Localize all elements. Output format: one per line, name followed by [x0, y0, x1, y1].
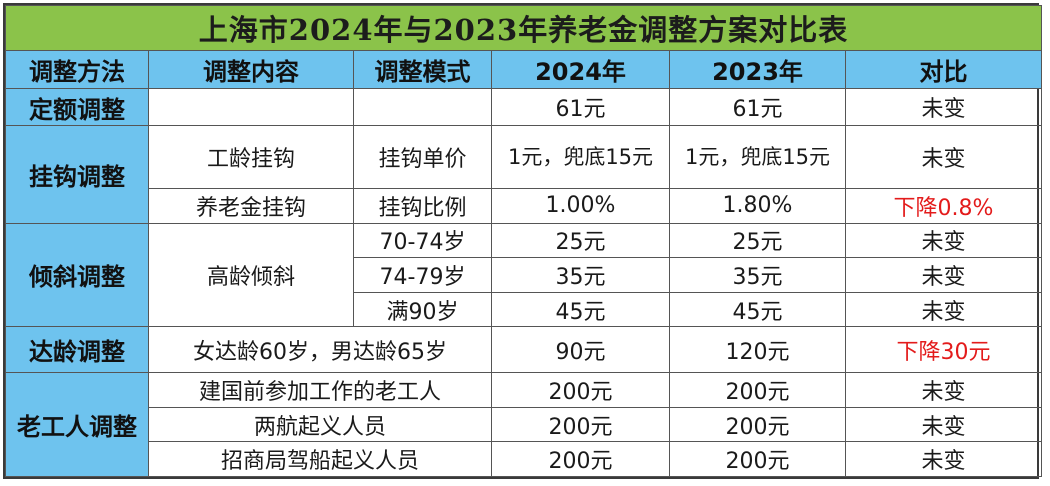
- value-2023: 1元，兜底15元: [669, 125, 846, 190]
- header-2024: 2024年: [491, 50, 670, 89]
- value-2024: 200元: [491, 441, 670, 477]
- table-row: 定额调整 61元 61元 未变: [5, 87, 1042, 127]
- group-label-veteran: 老工人调整: [5, 372, 149, 477]
- content-cell: 高龄倾斜: [148, 222, 354, 328]
- table-row: 挂钩调整 工龄挂钩 挂钩单价 1元，兜底15元 1元，兜底15元 未变: [5, 125, 1042, 224]
- compare-value: 未变: [845, 291, 1042, 328]
- header-row: 调整方法 调整内容 调整模式 2024年 2023年 对比: [5, 50, 1042, 89]
- table-row: 招商局驾船起义人员 200元 200元 未变: [6, 441, 1042, 477]
- group-label-fixed: 定额调整: [5, 87, 149, 127]
- compare-value: 未变: [845, 406, 1042, 443]
- compare-value: 未变: [845, 87, 1042, 127]
- header-mode: 调整模式: [353, 50, 492, 89]
- value-2024: 45元: [491, 291, 670, 328]
- group-label-linked: 挂钩调整: [5, 125, 149, 224]
- content-cell: 养老金挂钩: [148, 188, 354, 224]
- group-label-age: 达龄调整: [5, 326, 149, 374]
- compare-value: 未变: [845, 125, 1042, 190]
- value-2024: 61元: [491, 87, 670, 127]
- value-2023: 120元: [669, 326, 846, 374]
- header-method: 调整方法: [5, 50, 149, 89]
- value-2024: 1元，兜底15元: [491, 125, 670, 190]
- content-cell: 两航起义人员: [148, 406, 492, 443]
- header-content: 调整内容: [148, 50, 354, 89]
- value-2023: 61元: [669, 87, 846, 127]
- value-2024: 200元: [491, 406, 670, 443]
- pension-comparison-table: 上海市2024年与2023年养老金调整方案对比表 调整方法 调整内容 调整模式 …: [5, 5, 1042, 477]
- value-2023: 200元: [669, 441, 846, 477]
- value-2023: 1.80%: [669, 188, 846, 224]
- value-2024: 25元: [491, 222, 670, 259]
- table-row: 老工人调整 建国前参加工作的老工人 200元 200元 未变: [5, 372, 1042, 477]
- value-2023: 200元: [669, 406, 846, 443]
- compare-value: 未变: [845, 257, 1042, 293]
- table-title: 上海市2024年与2023年养老金调整方案对比表: [5, 5, 1042, 51]
- value-2024: 200元: [491, 372, 670, 408]
- mode-cell: 挂钩比例: [353, 188, 492, 224]
- compare-value: 未变: [845, 441, 1042, 477]
- header-compare: 对比: [845, 50, 1042, 89]
- mode-cell: 挂钩单价: [353, 125, 492, 190]
- content-cell: 招商局驾船起义人员: [148, 441, 492, 477]
- table-row: 两航起义人员 200元 200元 未变: [6, 406, 1042, 443]
- table-row: 达龄调整 女达龄60岁，男达龄65岁 90元 120元 下降30元: [5, 326, 1042, 374]
- content-cell: 建国前参加工作的老工人: [148, 372, 492, 408]
- value-2023: 25元: [669, 222, 846, 259]
- value-2024: 1.00%: [491, 188, 670, 224]
- empty-cell: [148, 87, 354, 127]
- compare-value-decrease: 下降0.8%: [845, 188, 1042, 224]
- compare-value-decrease: 下降30元: [845, 326, 1042, 374]
- value-2023: 200元: [669, 372, 846, 408]
- content-cell: 女达龄60岁，男达龄65岁: [148, 326, 492, 374]
- value-2024: 35元: [491, 257, 670, 293]
- mode-cell: 70-74岁: [353, 222, 492, 259]
- header-2023: 2023年: [669, 50, 846, 89]
- empty-cell: [353, 87, 492, 127]
- table-row: 倾斜调整 高龄倾斜 70-74岁 25元 25元 未变: [5, 222, 1042, 328]
- table-row: 养老金挂钩 挂钩比例 1.00% 1.80% 下降0.8%: [6, 188, 1042, 224]
- mode-cell: 74-79岁: [353, 257, 492, 293]
- compare-value: 未变: [845, 222, 1042, 259]
- content-cell: 工龄挂钩: [148, 125, 354, 190]
- value-2023: 35元: [669, 257, 846, 293]
- comparison-table-frame: 上海市2024年与2023年养老金调整方案对比表 调整方法 调整内容 调整模式 …: [3, 3, 1042, 479]
- group-label-tilt: 倾斜调整: [5, 222, 149, 328]
- value-2023: 45元: [669, 291, 846, 328]
- value-2024: 90元: [491, 326, 670, 374]
- mode-cell: 满90岁: [353, 291, 492, 328]
- compare-value: 未变: [845, 372, 1042, 408]
